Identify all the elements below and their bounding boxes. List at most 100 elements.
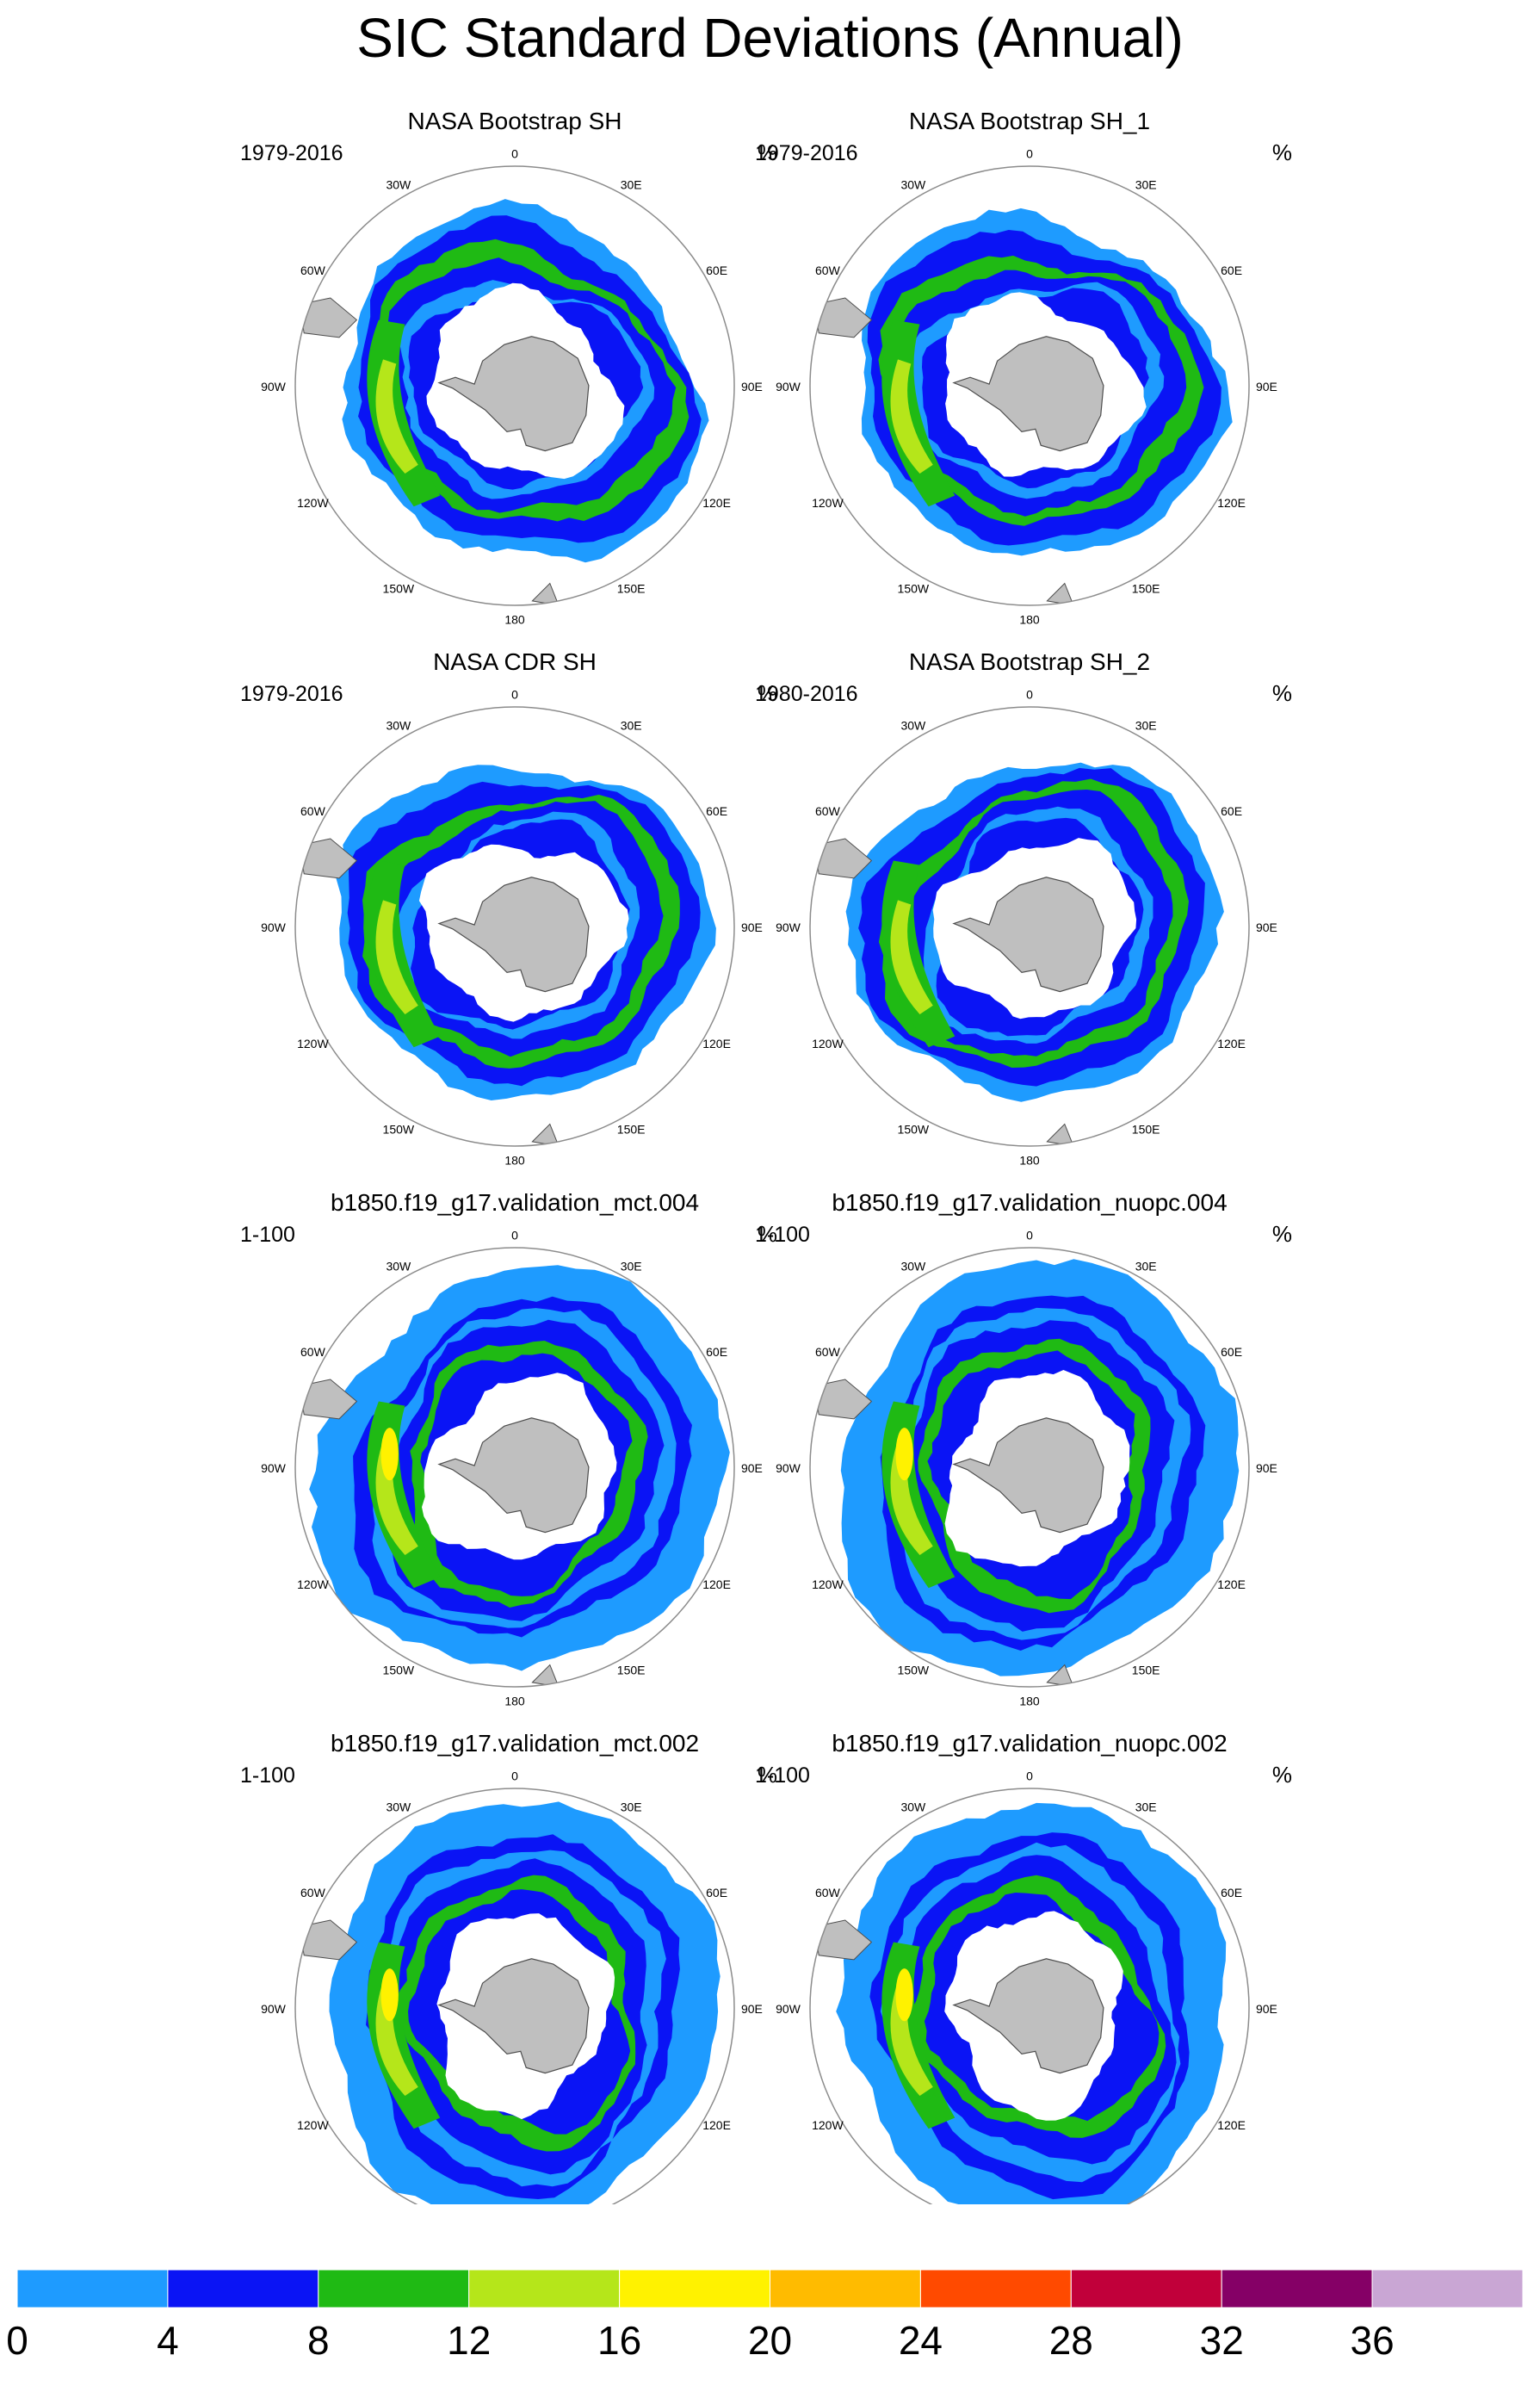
longitude-label: 0 bbox=[1026, 1769, 1033, 1783]
panel-units: % bbox=[758, 1221, 777, 1247]
colorbar: 0 4 8 12 16 20 24 28 32 36 bbox=[6, 2269, 1524, 2363]
map-boundary-circle bbox=[809, 165, 1250, 606]
longitude-label: 180 bbox=[1019, 1153, 1040, 1167]
longitude-label: 90E bbox=[1256, 2002, 1277, 2016]
longitude-label: 120W bbox=[812, 2118, 844, 2132]
longitude-label: 150E bbox=[617, 1123, 646, 1137]
longitude-label: 60W bbox=[815, 804, 841, 818]
longitude-label: 90E bbox=[741, 920, 763, 934]
map-boundary-circle bbox=[809, 1247, 1250, 1688]
longitude-label: 30W bbox=[386, 1800, 411, 1813]
longitude-label: 30W bbox=[900, 1259, 926, 1273]
panel-period: 1-100 bbox=[755, 1223, 810, 1247]
colorbar-swatch bbox=[318, 2269, 470, 2309]
longitude-label: 150E bbox=[617, 582, 646, 596]
longitude-label: 60W bbox=[300, 263, 326, 277]
longitude-label: 150W bbox=[383, 1123, 415, 1137]
longitude-label: 60E bbox=[1221, 263, 1242, 277]
panel-units: % bbox=[758, 1762, 777, 1788]
colorbar-tick-label: 36 bbox=[1351, 2318, 1395, 2363]
antarctica-landmass bbox=[952, 1958, 1104, 2074]
antarctica-landmass bbox=[952, 336, 1104, 452]
map-panel: NASA Bootstrap SH_1 1979-2016 % 0 30E 60E 90E 1… bbox=[755, 108, 1292, 626]
sic-contour-band bbox=[375, 359, 418, 474]
longitude-label: 0 bbox=[1026, 688, 1033, 702]
longitude-label: 180 bbox=[1019, 1694, 1040, 1707]
longitude-label: 180 bbox=[504, 1153, 525, 1167]
panel-units: % bbox=[1272, 680, 1292, 706]
map-panel: NASA CDR SH 1979-2016 % 0 30E 60E 90E 120E 150E 1… bbox=[240, 648, 777, 1167]
map-boundary-circle bbox=[294, 1247, 735, 1688]
longitude-label: 90W bbox=[261, 2002, 287, 2016]
sic-field bbox=[813, 1802, 1227, 2204]
longitude-label: 60E bbox=[1221, 1886, 1242, 1900]
sic-field bbox=[813, 1259, 1240, 1687]
longitude-label: 30W bbox=[386, 1259, 411, 1273]
south-america-landmass bbox=[299, 297, 358, 338]
longitude-label: 90E bbox=[741, 1461, 763, 1475]
longitude-label: 180 bbox=[504, 612, 525, 626]
colorbar-swatch bbox=[919, 2269, 1072, 2309]
panel-units: % bbox=[758, 680, 777, 706]
longitude-label: 120W bbox=[297, 1577, 329, 1591]
longitude-label: 30E bbox=[1135, 177, 1157, 191]
longitude-label: 120E bbox=[702, 2118, 731, 2132]
longitude-label: 30E bbox=[621, 1800, 642, 1813]
longitude-label: 30E bbox=[1135, 1259, 1157, 1273]
longitude-label: 30W bbox=[386, 718, 411, 732]
sic-field bbox=[299, 1265, 730, 1687]
panel-units: % bbox=[758, 139, 777, 165]
panel-period: 1980-2016 bbox=[755, 682, 858, 706]
antarctica-landmass bbox=[437, 1958, 590, 2074]
colorbar-tick-label: 16 bbox=[597, 2318, 641, 2363]
longitude-label: 60E bbox=[706, 804, 727, 818]
longitude-label: 90E bbox=[1256, 380, 1277, 394]
panel-title: NASA Bootstrap SH_1 bbox=[909, 108, 1150, 134]
colorbar-tick-label: 8 bbox=[307, 2318, 330, 2363]
longitude-label: 0 bbox=[511, 1769, 518, 1783]
colorbar-tick-label: 32 bbox=[1200, 2318, 1244, 2363]
colorbar-swatch bbox=[770, 2269, 921, 2309]
longitude-label: 120W bbox=[812, 1577, 844, 1591]
antarctica-landmass bbox=[952, 877, 1104, 993]
colorbar-swatch bbox=[16, 2269, 169, 2309]
longitude-label: 150E bbox=[1132, 1123, 1160, 1137]
longitude-label: 60W bbox=[300, 1345, 326, 1359]
longitude-label: 150E bbox=[1132, 582, 1160, 596]
longitude-label: 60W bbox=[300, 1886, 326, 1900]
longitude-label: 120W bbox=[812, 1037, 844, 1050]
longitude-label: 120E bbox=[702, 1577, 731, 1591]
longitude-label: 90W bbox=[261, 1461, 287, 1475]
map-panels: NASA Bootstrap SH 1979-2016 % 0 30E 60E 90E 120… bbox=[240, 108, 1292, 2204]
sic-contour-band bbox=[380, 1968, 399, 2022]
panel-title: NASA Bootstrap SH bbox=[407, 108, 622, 134]
longitude-label: 30E bbox=[621, 718, 642, 732]
longitude-label: 60E bbox=[1221, 1345, 1242, 1359]
longitude-label: 0 bbox=[1026, 147, 1033, 161]
longitude-label: 120E bbox=[1217, 1037, 1246, 1050]
longitude-label: 150W bbox=[383, 1664, 415, 1677]
longitude-label: 120W bbox=[297, 2118, 329, 2132]
longitude-label: 30E bbox=[1135, 718, 1157, 732]
panel-period: 1979-2016 bbox=[240, 682, 343, 706]
map-panel: NASA Bootstrap SH 1979-2016 % 0 30E 60E 90E 120… bbox=[240, 108, 777, 626]
longitude-label: 90E bbox=[741, 2002, 763, 2016]
longitude-label: 60E bbox=[706, 263, 727, 277]
longitude-label: 90W bbox=[776, 2002, 801, 2016]
colorbar-tick-label: 0 bbox=[6, 2318, 28, 2363]
panel-period: 1-100 bbox=[240, 1223, 295, 1247]
panel-period: 1-100 bbox=[755, 1763, 810, 1788]
colorbar-tick-label: 28 bbox=[1049, 2318, 1093, 2363]
longitude-label: 150E bbox=[617, 1664, 646, 1677]
panel-title: b1850.f19_g17.validation_mct.004 bbox=[331, 1189, 699, 1216]
longitude-label: 90W bbox=[776, 380, 801, 394]
antarctica-landmass bbox=[437, 1417, 590, 1534]
longitude-label: 0 bbox=[511, 147, 518, 161]
panel-period: 1979-2016 bbox=[240, 141, 343, 165]
longitude-label: 30W bbox=[900, 177, 926, 191]
sic-field bbox=[299, 199, 709, 605]
sic-contour-band bbox=[890, 359, 933, 474]
panel-title: b1850.f19_g17.validation_mct.002 bbox=[331, 1730, 699, 1757]
panel-units: % bbox=[1272, 1221, 1292, 1247]
colorbar-swatch bbox=[468, 2269, 621, 2309]
